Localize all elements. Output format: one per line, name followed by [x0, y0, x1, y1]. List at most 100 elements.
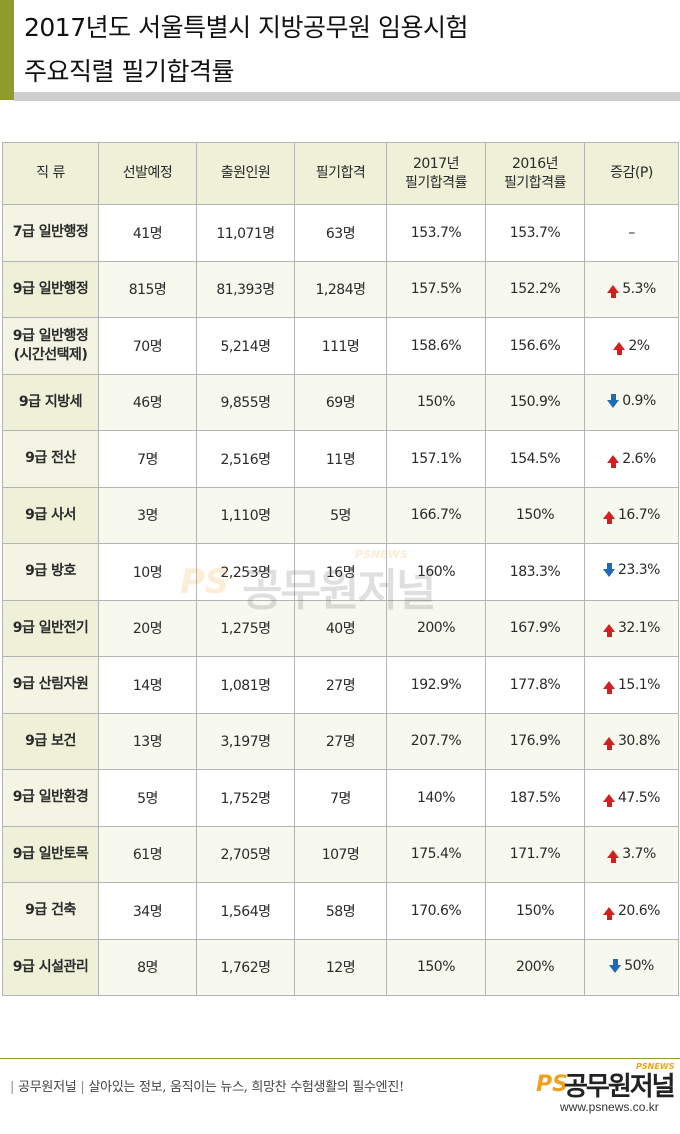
table-row: 9급 일반행정 (시간선택제) 70명 5,214명 111명 158.6% 156.6% 2… — [2, 317, 679, 375]
cell-applicants: 2,253명 — [196, 543, 295, 601]
table-row: 9급 일반토목 61명 2,705명 107명 175.4% 171.7% 3.7% — [2, 825, 679, 883]
cell-job: 9급 일반토목 — [2, 825, 99, 883]
cell-applicants: 2,705명 — [196, 825, 295, 883]
arrow-up-icon — [607, 285, 620, 299]
table-row: 9급 전산 7명 2,516명 11명 157.1% 154.5% 2.6% — [2, 430, 679, 488]
table-row: 9급 일반환경 5명 1,752명 7명 140% 187.5% 47.5% — [2, 769, 679, 827]
footer-divider — [0, 1058, 680, 1059]
footer-url[interactable]: www.psnews.co.kr — [560, 1100, 659, 1114]
footer-slogan: 살아있는 정보, 움직이는 뉴스, 희망찬 수험생활의 필수엔진! — [88, 1080, 405, 1095]
cell-rate2016: 187.5% — [485, 769, 585, 827]
arrow-up-icon — [613, 341, 626, 355]
cell-applicants: 1,110명 — [196, 486, 295, 544]
cell-passed: 12명 — [294, 938, 387, 996]
cell-job: 9급 건축 — [2, 882, 99, 940]
cell-planned: 815명 — [98, 260, 197, 318]
cell-job: 7급 일반행정 — [2, 204, 99, 262]
cell-job-text: 9급 일반환경 — [12, 789, 89, 806]
logo-sub: PSNEWS — [636, 1062, 675, 1071]
cell-job: 9급 일반전기 — [2, 599, 99, 657]
cell-planned: 7명 — [98, 430, 197, 488]
cell-passed: 69명 — [294, 373, 387, 431]
cell-applicants: 1,752명 — [196, 769, 295, 827]
cell-passed: 27명 — [294, 712, 387, 770]
title-accent-bar — [0, 0, 14, 100]
table-header-row: 직 류 선발예정 출원인원 필기합격 2017년 필기합격률 2016년 필기합격률… — [2, 142, 679, 205]
arrow-down-icon — [609, 958, 622, 973]
header-passed: 필기합격 — [294, 142, 387, 205]
cell-change: 2% — [584, 317, 679, 375]
cell-rate2017: 192.9% — [386, 656, 486, 714]
table-row: 9급 건축 34명 1,564명 58명 170.6% 150% 20.6% — [2, 882, 679, 940]
change-value: 47.5% — [603, 790, 660, 807]
cell-rate2016: 177.8% — [485, 656, 585, 714]
cell-job-text: 9급 일반행정 — [12, 327, 89, 344]
change-text: 50% — [624, 957, 654, 974]
cell-change: 0.9% — [584, 373, 679, 431]
change-value: 32.1% — [603, 620, 660, 638]
cell-job-text: 9급 일반전기 — [12, 619, 89, 636]
change-value: 30.8% — [603, 733, 660, 751]
cell-change: 30.8% — [584, 712, 679, 770]
cell-change: 47.5% — [584, 769, 679, 827]
arrow-down-icon — [603, 563, 615, 578]
cell-passed: 27명 — [294, 656, 387, 714]
change-text: 20.6% — [618, 902, 660, 919]
change-text: 2% — [628, 337, 650, 354]
cell-job: 9급 지방세 — [2, 373, 99, 431]
footer-brand: 공무원저널 — [18, 1080, 77, 1095]
cell-job: 9급 산림자원 — [2, 656, 99, 714]
cell-job: 9급 일반행정 — [2, 260, 99, 318]
cell-applicants: 1,564명 — [196, 882, 295, 940]
arrow-up-icon — [603, 624, 615, 638]
cell-rate2017: 157.5% — [386, 260, 486, 318]
cell-rate2016: 183.3% — [485, 543, 585, 601]
header-rate-2016-label: 필기합격률 — [504, 174, 566, 191]
cell-change: 16.7% — [584, 486, 679, 544]
cell-applicants: 3,197명 — [196, 712, 295, 770]
change-text: 0.9% — [622, 392, 656, 409]
page-title-line1: 2017년도 서울특별시 지방공무원 임용시험 — [24, 13, 468, 42]
cell-rate2017: 166.7% — [386, 486, 486, 544]
cell-applicants: 11,071명 — [196, 204, 295, 262]
cell-passed: 1,284명 — [294, 260, 387, 318]
cell-job-text: 9급 산림자원 — [12, 676, 89, 693]
footer-logo[interactable]: PS 공무원저널 PSNEWS — [536, 1062, 676, 1106]
cell-planned: 34명 — [98, 882, 197, 940]
change-value: 20.6% — [603, 902, 660, 920]
table-body: 7급 일반행정 41명 11,071명 63명 153.7% 153.7% –9급 일반행정… — [2, 204, 679, 996]
table-row: 9급 방호 10명 2,253명 16명 160% 183.3% 23.3% — [2, 543, 679, 601]
arrow-up-icon — [603, 680, 615, 694]
footer-separator-right: | — [80, 1080, 85, 1095]
cell-planned: 13명 — [98, 712, 197, 770]
table-row: 9급 시설관리 8명 1,762명 12명 150% 200% 50% — [2, 938, 679, 996]
arrow-up-icon — [603, 737, 615, 751]
cell-planned: 20명 — [98, 599, 197, 657]
change-value: – — [628, 225, 635, 241]
cell-applicants: 9,855명 — [196, 373, 295, 431]
cell-job-text: 7급 일반행정 — [12, 224, 89, 241]
cell-planned: 10명 — [98, 543, 197, 601]
cell-planned: 61명 — [98, 825, 197, 883]
change-text: 5.3% — [622, 281, 656, 298]
cell-rate2016: 156.6% — [485, 317, 585, 375]
cell-rate2017: 157.1% — [386, 430, 486, 488]
header-rate-2017-year: 2017년 — [412, 155, 460, 172]
change-text: 16.7% — [618, 507, 660, 524]
header-rate-2017-label: 필기합격률 — [405, 174, 467, 191]
cell-job-text: 9급 사서 — [25, 506, 76, 523]
cell-planned: 8명 — [98, 938, 197, 996]
cell-passed: 63명 — [294, 204, 387, 262]
cell-rate2016: 200% — [485, 938, 585, 996]
cell-job-text: 9급 지방세 — [18, 393, 83, 410]
cell-passed: 58명 — [294, 882, 387, 940]
cell-job-text: 9급 방호 — [25, 563, 76, 580]
change-text: 3.7% — [622, 846, 656, 863]
cell-job: 9급 일반행정 (시간선택제) — [2, 317, 99, 375]
table-row: 7급 일반행정 41명 11,071명 63명 153.7% 153.7% – — [2, 204, 679, 262]
change-text: 30.8% — [618, 733, 660, 750]
table-row: 9급 사서 3명 1,110명 5명 166.7% 150% 16.7% — [2, 486, 679, 544]
header-job: 직 류 — [2, 142, 99, 205]
header-applicants: 출원인원 — [196, 142, 295, 205]
cell-rate2016: 150% — [485, 882, 585, 940]
